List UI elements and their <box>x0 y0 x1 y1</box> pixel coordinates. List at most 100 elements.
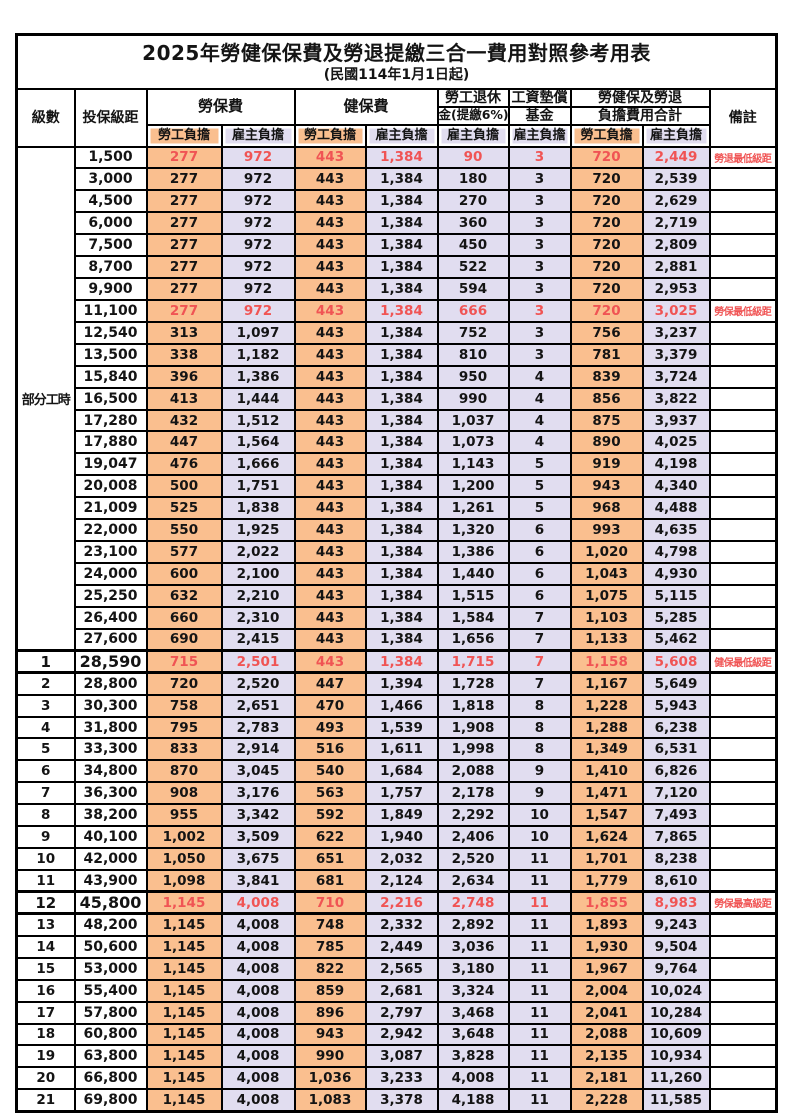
cell-pension-employer: 4,008 <box>436 1066 510 1091</box>
table-row: 9 40,100 1,002 3,509 622 1,940 2,406 10 1,624 7,8… <box>15 825 778 850</box>
cell-pension-employer: 2,292 <box>436 803 510 828</box>
cell-total-worker: 720 <box>569 189 644 214</box>
cell-health-worker: 443 <box>293 167 367 192</box>
cell-health-employer: 1,466 <box>364 693 439 718</box>
cell-total-worker: 720 <box>569 167 644 192</box>
table-row: 13 48,200 1,145 4,008 748 2,332 2,892 11 1,893 9,… <box>15 912 778 937</box>
header-row-3: 勞工負擔 雇主負擔 勞工負擔 雇主負擔 雇主負擔 雇主負擔 勞工負擔 雇主負擔 <box>17 123 777 148</box>
cell-level: 21 <box>15 1088 76 1113</box>
cell-remark <box>708 277 778 301</box>
cell-fund-employer: 5 <box>507 474 572 499</box>
cell-pension-employer: 3,036 <box>436 934 510 959</box>
cell-remark <box>708 847 778 871</box>
cell-pension-employer: 3,324 <box>436 978 510 1003</box>
cell-health-worker: 443 <box>293 255 367 280</box>
cell-total-employer: 8,238 <box>641 847 711 871</box>
table-row: 22,000 550 1,925 443 1,384 1,320 6 993 4,635 <box>17 518 778 543</box>
cell-fund-employer: 4 <box>507 408 572 433</box>
table-row: 24,000 600 2,100 443 1,384 1,440 6 1,043 4,930 <box>17 562 778 586</box>
cell-fund-employer: 11 <box>507 869 572 893</box>
cell-labor-employer: 2,783 <box>220 715 296 740</box>
cell-pension-employer: 1,261 <box>436 496 510 521</box>
cell-total-worker: 1,228 <box>569 693 644 718</box>
cell-total-employer: 10,024 <box>641 978 711 1003</box>
table-row: 17,280 432 1,512 443 1,384 1,037 4 875 3,937 <box>17 408 778 433</box>
table-row: 15,840 396 1,386 443 1,384 950 4 839 3,724 <box>17 364 778 389</box>
cell-health-employer: 1,384 <box>364 189 439 214</box>
cell-total-employer: 2,953 <box>641 277 711 301</box>
cell-total-employer: 3,724 <box>641 364 711 389</box>
cell-level: 15 <box>15 956 76 981</box>
cell-bracket: 57,800 <box>73 1000 148 1025</box>
cell-pension-employer: 450 <box>436 233 510 258</box>
cell-total-worker: 839 <box>569 364 644 389</box>
cell-labor-employer: 3,675 <box>220 847 296 871</box>
cell-health-worker: 443 <box>293 342 367 367</box>
cell-pension-employer: 180 <box>436 167 510 192</box>
cell-health-employer: 1,384 <box>364 452 439 477</box>
subheader-health-employer: 雇主負擔 <box>364 123 439 148</box>
cell-health-employer: 2,797 <box>364 1000 439 1025</box>
cell-remark <box>708 474 778 499</box>
cell-total-employer: 3,237 <box>641 320 711 345</box>
cell-total-worker: 875 <box>569 408 644 433</box>
cell-pension-employer: 1,715 <box>436 649 510 675</box>
cell-remark <box>708 518 778 543</box>
cell-bracket: 36,300 <box>73 781 148 806</box>
table-title-cell: 2025年勞健保保費及勞退提繳三合一費用對照參考用表 (民國114年1月1日起) <box>15 33 778 90</box>
cell-total-employer: 7,493 <box>641 803 711 828</box>
cell-pension-employer: 270 <box>436 189 510 214</box>
cell-remark <box>708 737 778 762</box>
cell-health-employer: 1,611 <box>364 737 439 762</box>
header-bracket: 投保級距 <box>73 87 148 148</box>
cell-total-employer: 4,488 <box>641 496 711 521</box>
cell-level: 12 <box>15 890 76 916</box>
table-body: 部分工時 1,500 277 972 443 1,384 90 3 720 2,449 勞退最低級距… <box>15 145 778 1113</box>
cell-health-worker: 443 <box>293 211 367 236</box>
cell-health-worker: 681 <box>293 869 367 893</box>
cell-bracket: 42,000 <box>73 847 148 871</box>
cell-health-employer: 1,384 <box>364 474 439 499</box>
cell-pension-employer: 950 <box>436 364 510 389</box>
cell-pension-employer: 990 <box>436 386 510 411</box>
cell-health-worker: 859 <box>293 978 367 1003</box>
table-row: 1 28,590 715 2,501 443 1,384 1,715 7 1,158 5,608 健… <box>15 649 778 675</box>
cell-pension-employer: 2,634 <box>436 869 510 893</box>
page-subtitle: (民國114年1月1日起) <box>323 67 470 84</box>
cell-labor-employer: 4,008 <box>220 1000 296 1025</box>
table-row: 9,900 277 972 443 1,384 594 3 720 2,953 <box>17 277 778 301</box>
table-row: 17 57,800 1,145 4,008 896 2,797 3,468 11 2,041 10… <box>15 1000 778 1025</box>
cell-health-worker: 443 <box>293 452 367 477</box>
cell-total-worker: 2,228 <box>569 1088 644 1113</box>
cell-bracket: 40,100 <box>73 825 148 850</box>
cell-total-worker: 1,893 <box>569 912 644 937</box>
cell-total-worker: 2,181 <box>569 1066 644 1091</box>
table-row: 5 33,300 833 2,914 516 1,611 1,998 8 1,349 6,531 <box>15 737 778 762</box>
cell-remark <box>708 825 778 850</box>
cell-bracket: 16,500 <box>73 386 148 411</box>
cell-health-worker: 443 <box>293 583 367 608</box>
cell-labor-employer: 972 <box>220 189 296 214</box>
cell-labor-worker: 908 <box>145 781 223 806</box>
cell-total-worker: 856 <box>569 386 644 411</box>
cell-labor-employer: 2,310 <box>220 605 296 630</box>
table-row: 12,540 313 1,097 443 1,384 752 3 756 3,237 <box>17 320 778 345</box>
cell-remark <box>708 693 778 718</box>
cell-total-worker: 1,855 <box>569 890 644 916</box>
cell-pension-employer: 3,180 <box>436 956 510 981</box>
cell-pension-employer: 2,178 <box>436 781 510 806</box>
cell-total-employer: 7,865 <box>641 825 711 850</box>
cell-labor-employer: 1,838 <box>220 496 296 521</box>
cell-health-worker: 443 <box>293 605 367 630</box>
cell-health-worker: 443 <box>293 518 367 543</box>
cell-health-worker: 493 <box>293 715 367 740</box>
cell-health-worker: 896 <box>293 1000 367 1025</box>
cell-remark <box>708 1066 778 1091</box>
contribution-table: 2025年勞健保保費及勞退提繳三合一費用對照參考用表 (民國114年1月1日起)… <box>15 33 778 1113</box>
cell-level: 11 <box>15 869 76 893</box>
cell-bracket: 48,200 <box>73 912 148 937</box>
cell-level: 4 <box>15 715 76 740</box>
cell-level: 18 <box>15 1022 76 1047</box>
cell-total-employer: 9,764 <box>641 956 711 981</box>
header-wage-fund-line2: 基金 <box>507 105 572 126</box>
